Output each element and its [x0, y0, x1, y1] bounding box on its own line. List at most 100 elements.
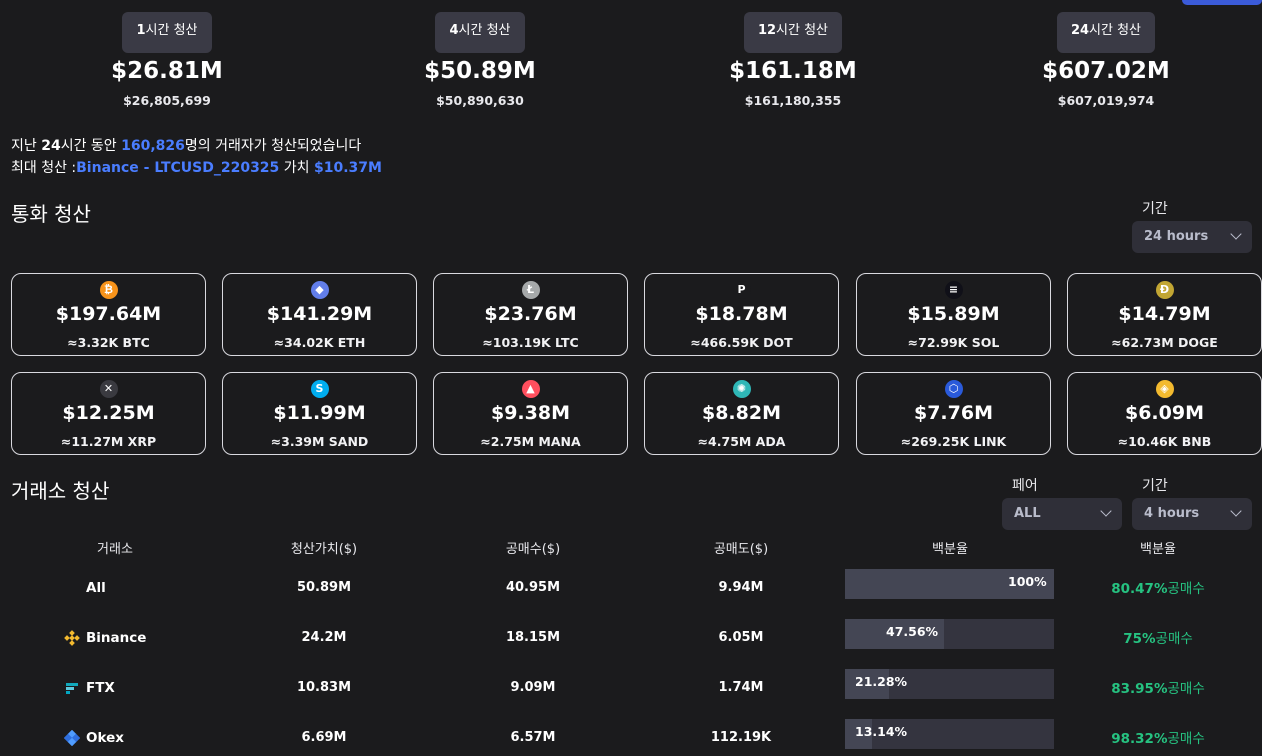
percentage-bar-fill	[845, 619, 944, 649]
header-exchange[interactable]: 거래소	[97, 542, 133, 557]
coin-card[interactable]: ₿ $197.64M ≈3.32K BTC	[11, 273, 206, 356]
cell-short: 6.05M	[718, 630, 764, 645]
summary-1h: 1시간 청산 $26.81M $26,805,699	[57, 12, 277, 108]
header-short[interactable]: 공매도($)	[713, 542, 769, 557]
coin-card[interactable]: ≡ $15.89M ≈72.99K SOL	[856, 273, 1051, 356]
coin-amount: ≈103.19K LTC	[482, 335, 579, 350]
long-percentage-value: 83.95%	[1111, 681, 1168, 697]
ftx-icon	[64, 680, 80, 696]
long-percentage-label: 공매수	[1155, 631, 1193, 647]
decentraland-icon: ▲	[521, 380, 540, 398]
coin-amount: ≈4.75M ADA	[697, 434, 786, 449]
coin-card[interactable]: ✕ $12.25M ≈11.27M XRP	[11, 372, 206, 455]
coin-period-select[interactable]: 24 hours	[1132, 221, 1252, 253]
coin-amount: ≈34.02K ETH	[273, 335, 366, 350]
cell-value: 10.83M	[296, 680, 352, 695]
coin-card[interactable]: ◆ $141.29M ≈34.02K ETH	[222, 273, 417, 356]
coin-amount: ≈11.27M XRP	[60, 434, 157, 449]
summary-4h-exact: $50,890,630	[436, 93, 524, 108]
ethereum-icon: ◆	[310, 281, 329, 299]
top-tab-edge[interactable]	[1182, 0, 1262, 5]
bitcoin-icon: ₿	[99, 281, 118, 299]
coin-amount: ≈3.39M SAND	[270, 434, 369, 449]
percentage-value: 21.28%	[855, 674, 908, 689]
table-row[interactable]: All 50.89M 40.95M 9.94M 100% 80.47%공매수	[0, 568, 1262, 618]
coin-value: $8.82M	[701, 402, 781, 424]
summary-12h-exact: $161,180,355	[744, 93, 842, 108]
coin-amount: ≈3.32K BTC	[67, 335, 150, 350]
coin-value: $141.29M	[266, 303, 373, 325]
percentage-bar: 47.56%	[845, 619, 1054, 649]
coin-card[interactable]: P $18.78M ≈466.59K DOT	[644, 273, 839, 356]
coin-amount: ≈10.46K BNB	[1117, 434, 1212, 449]
cell-long: 6.57M	[510, 730, 556, 745]
coin-value: $197.64M	[55, 303, 162, 325]
coin-amount: ≈62.73M DOGE	[1111, 335, 1218, 350]
cell-value: 50.89M	[296, 580, 352, 595]
summary-24h-value: $607.02M	[1042, 58, 1170, 84]
exchange-name[interactable]: FTX	[64, 680, 115, 696]
coin-card[interactable]: S $11.99M ≈3.39M SAND	[222, 372, 417, 455]
long-percentage: 98.32%공매수	[1058, 727, 1258, 747]
summary-1h-value: $26.81M	[111, 58, 223, 84]
exchange-section-title: 거래소 청산	[11, 479, 110, 503]
exchange-label: FTX	[86, 680, 115, 696]
coin-section-title: 통화 청산	[11, 202, 91, 226]
info-line-largest: 최대 청산 :Binance - LTCUSD_220325 가치 $10.37…	[11, 160, 382, 176]
header-long[interactable]: 공매수($)	[505, 542, 561, 557]
cell-value: 24.2M	[301, 630, 347, 645]
long-percentage: 75%공매수	[1058, 627, 1258, 647]
header-long-percentage[interactable]: 백분율	[1140, 542, 1176, 557]
coin-value: $6.09M	[1124, 402, 1204, 424]
summary-12h: 12시간 청산 $161.18M $161,180,355	[683, 12, 903, 108]
liquidation-summary: 1시간 청산 $26.81M $26,805,699 4시간 청산 $50.89…	[0, 12, 1262, 122]
summary-24h-tab[interactable]: 24시간 청산	[1056, 12, 1156, 53]
okex-icon	[63, 729, 81, 747]
coin-card[interactable]: ◈ $6.09M ≈10.46K BNB	[1067, 372, 1262, 455]
long-percentage: 83.95%공매수	[1058, 677, 1258, 697]
cell-value: 6.69M	[301, 730, 347, 745]
chevron-down-icon	[1230, 228, 1242, 240]
exchange-label: Binance	[86, 630, 147, 646]
chainlink-icon: ⬡	[944, 380, 963, 398]
coin-period-value: 24 hours	[1144, 229, 1209, 244]
summary-4h-tab[interactable]: 4시간 청산	[435, 12, 525, 53]
header-percentage[interactable]: 백분율	[932, 542, 968, 557]
percentage-bar-fill	[845, 569, 1054, 599]
largest-liquidation-link[interactable]: Binance - LTCUSD_220325	[76, 160, 280, 176]
table-row[interactable]: Binance 24.2M 18.15M 6.05M 47.56% 75%공매수	[0, 618, 1262, 668]
pair-label: 페어	[1012, 478, 1038, 494]
pair-select[interactable]: ALL	[1002, 498, 1122, 530]
exchange-name[interactable]: All	[86, 580, 106, 596]
trader-count: 160,826	[121, 138, 185, 154]
percentage-bar: 21.28%	[845, 669, 1054, 699]
summary-1h-exact: $26,805,699	[123, 93, 211, 108]
header-liquidation-value[interactable]: 청산가치($)	[290, 542, 358, 557]
cell-long: 40.95M	[505, 580, 561, 595]
coin-card[interactable]: ✺ $8.82M ≈4.75M ADA	[644, 372, 839, 455]
bnb-icon: ◈	[1155, 380, 1174, 398]
coin-card[interactable]: Ł $23.76M ≈103.19K LTC	[433, 273, 628, 356]
percentage-bar: 13.14%	[845, 719, 1054, 749]
table-row[interactable]: Okex 6.69M 6.57M 112.19K 13.14% 98.32%공매수	[0, 718, 1262, 756]
coin-value: $18.78M	[695, 303, 788, 325]
exchange-period-select[interactable]: 4 hours	[1132, 498, 1252, 530]
exchange-name[interactable]: Okex	[63, 729, 124, 747]
summary-1h-tab[interactable]: 1시간 청산	[122, 12, 212, 53]
long-percentage: 80.47%공매수	[1058, 577, 1258, 597]
summary-4h-value: $50.89M	[424, 58, 536, 84]
summary-12h-tab[interactable]: 12시간 청산	[743, 12, 843, 53]
table-row[interactable]: FTX 10.83M 9.09M 1.74M 21.28% 83.95%공매수	[0, 668, 1262, 718]
exchange-name[interactable]: Binance	[64, 630, 146, 646]
sandbox-icon: S	[310, 380, 329, 398]
long-percentage-label: 공매수	[1167, 581, 1205, 597]
long-percentage-value: 80.47%	[1111, 581, 1168, 597]
percentage-bar: 100%	[845, 569, 1054, 599]
coin-card[interactable]: ▲ $9.38M ≈2.75M MANA	[433, 372, 628, 455]
cell-long: 9.09M	[510, 680, 556, 695]
pair-value: ALL	[1014, 506, 1041, 521]
coin-card[interactable]: Ð $14.79M ≈62.73M DOGE	[1067, 273, 1262, 356]
chevron-down-icon	[1100, 505, 1112, 517]
coin-value: $7.76M	[913, 402, 993, 424]
coin-card[interactable]: ⬡ $7.76M ≈269.25K LINK	[856, 372, 1051, 455]
